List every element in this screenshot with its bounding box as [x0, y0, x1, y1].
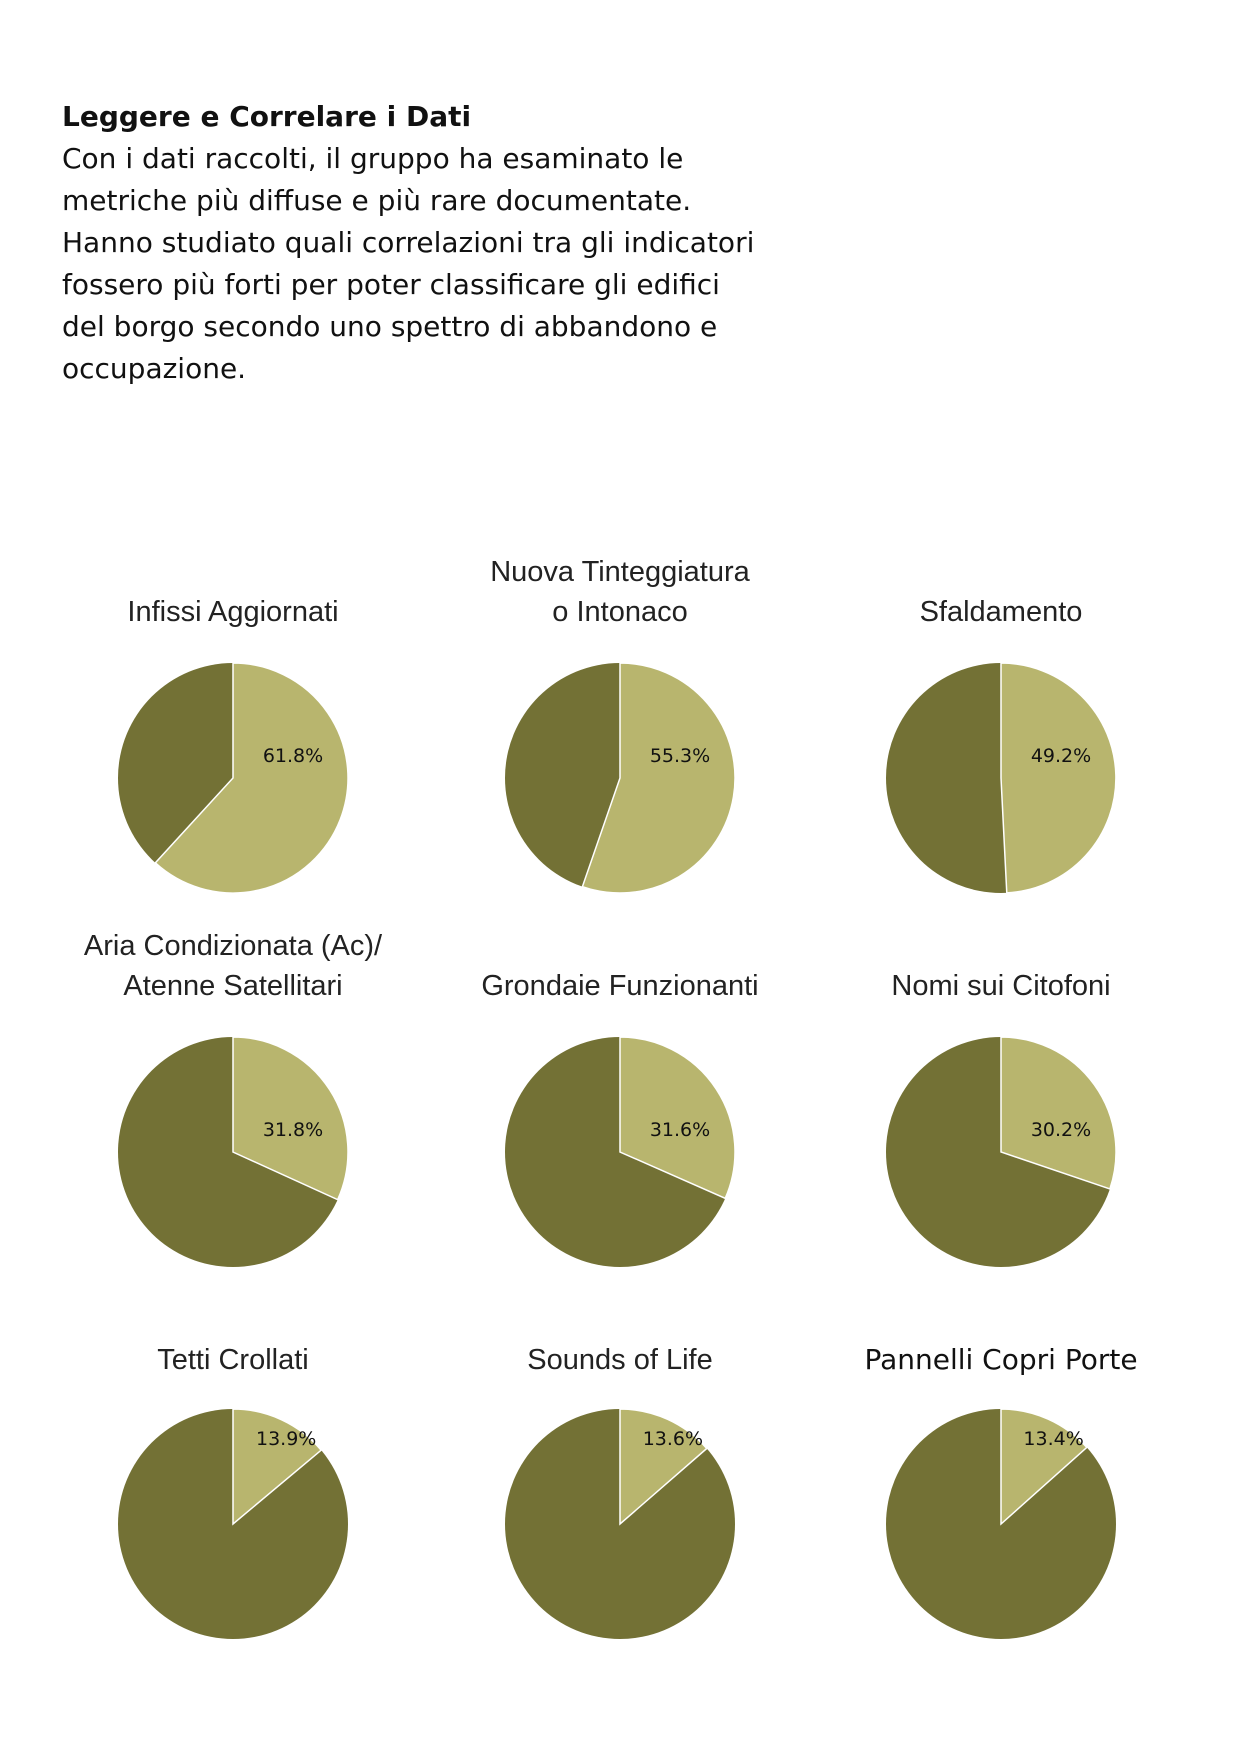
pie-slice-value — [581, 662, 736, 894]
pie-chart: 13.4% — [886, 1408, 1116, 1639]
chart-title: Sounds of Life — [430, 1340, 810, 1380]
chart-title: Infissi Aggiornati — [43, 592, 423, 632]
pie-value-label: 13.6% — [643, 1428, 703, 1450]
pie-chart: 61.8% — [118, 662, 349, 894]
chart-title: Grondaie Funzionanti — [430, 966, 810, 1006]
pie-value-label: 13.4% — [1023, 1428, 1083, 1450]
pie-slice-value — [1000, 1036, 1117, 1190]
pie-value-label: 55.3% — [650, 745, 710, 767]
chart-title: Tetti Crollati — [43, 1340, 423, 1380]
intro-text: Leggere e Correlare i Dati Con i dati ra… — [62, 96, 822, 390]
chart-title-line: Sounds of Life — [527, 1344, 713, 1376]
chart-title-line: Nuova Tinteggiatura — [490, 556, 750, 588]
pie-slice-value — [1000, 662, 1117, 894]
chart-title-line: Pannelli Copri Porte — [864, 1343, 1138, 1376]
pie-chart: 30.2% — [886, 1036, 1117, 1267]
pie-chart: 13.6% — [505, 1408, 735, 1639]
chart-title-line: Atenne Satellitari — [123, 970, 343, 1002]
pie-value-label: 31.6% — [650, 1119, 710, 1141]
pie-chart: 13.9% — [118, 1408, 348, 1639]
pie-chart: 49.2% — [886, 662, 1117, 894]
intro-line: fossero più forti per poter classificare… — [62, 268, 720, 301]
chart-title: Aria Condizionata (Ac)/ Atenne Satellitar… — [43, 926, 423, 1006]
intro-line: Hanno studiato quali correlazioni tra gl… — [62, 226, 755, 259]
pie-value-label: 30.2% — [1031, 1119, 1091, 1141]
chart-title-line: Aria Condizionata (Ac)/ — [83, 930, 383, 962]
pie-slice-value — [619, 1408, 708, 1526]
intro-line: occupazione. — [62, 352, 247, 385]
pie-chart: 31.8% — [118, 1036, 349, 1267]
pie-slice-value — [232, 1036, 349, 1201]
intro-line: metriche più diffuse e più rare document… — [62, 184, 692, 217]
pie-slice-value — [232, 1408, 323, 1526]
pie-value-label: 49.2% — [1031, 745, 1091, 767]
chart-title: Nomi sui Citofoni — [811, 966, 1191, 1006]
chart-title-line: Grondaie Funzionanti — [481, 970, 759, 1002]
chart-title-line: Nomi sui Citofoni — [891, 970, 1111, 1002]
pie-slice-value — [154, 662, 349, 894]
chart-title-line: Infissi Aggiornati — [127, 596, 339, 628]
chart-title-line: Tetti Crollati — [157, 1344, 309, 1376]
chart-title-line: Sfaldamento — [919, 596, 1083, 628]
intro-line: Con i dati raccolti, il gruppo ha esamin… — [62, 142, 684, 175]
pie-slice-value — [1000, 1408, 1088, 1526]
section-heading: Leggere e Correlare i Dati — [62, 100, 472, 133]
chart-title: Nuova Tinteggiatura o Intonaco — [430, 552, 810, 632]
pie-slice-value — [619, 1036, 736, 1200]
pie-chart: 55.3% — [505, 662, 736, 894]
pie-value-label: 31.8% — [263, 1119, 323, 1141]
pie-value-label: 13.9% — [256, 1428, 316, 1450]
chart-title-line: o Intonaco — [552, 596, 688, 628]
intro-line: del borgo secondo uno spettro di abbando… — [62, 310, 718, 343]
chart-title: Sfaldamento — [811, 592, 1191, 632]
pie-chart: 31.6% — [505, 1036, 736, 1267]
pie-value-label: 61.8% — [263, 745, 323, 767]
chart-title: Pannelli Copri Porte — [811, 1340, 1191, 1380]
